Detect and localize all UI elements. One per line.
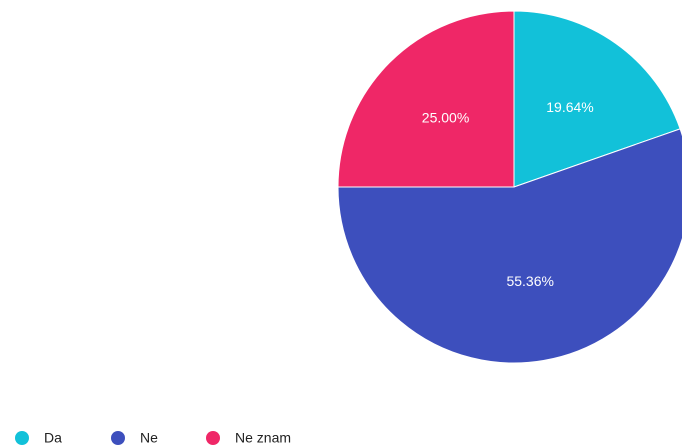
- legend-marker: [206, 431, 220, 445]
- slice-label: 19.64%: [546, 99, 593, 115]
- legend-label: Ne znam: [235, 430, 291, 446]
- legend-label: Da: [44, 430, 62, 446]
- legend-marker: [111, 431, 125, 445]
- legend-marker: [15, 431, 29, 445]
- slice-label: 55.36%: [506, 273, 553, 289]
- pie-slice: [337, 10, 515, 188]
- slice-label: 25.00%: [422, 109, 469, 125]
- legend-label: Ne: [140, 430, 158, 446]
